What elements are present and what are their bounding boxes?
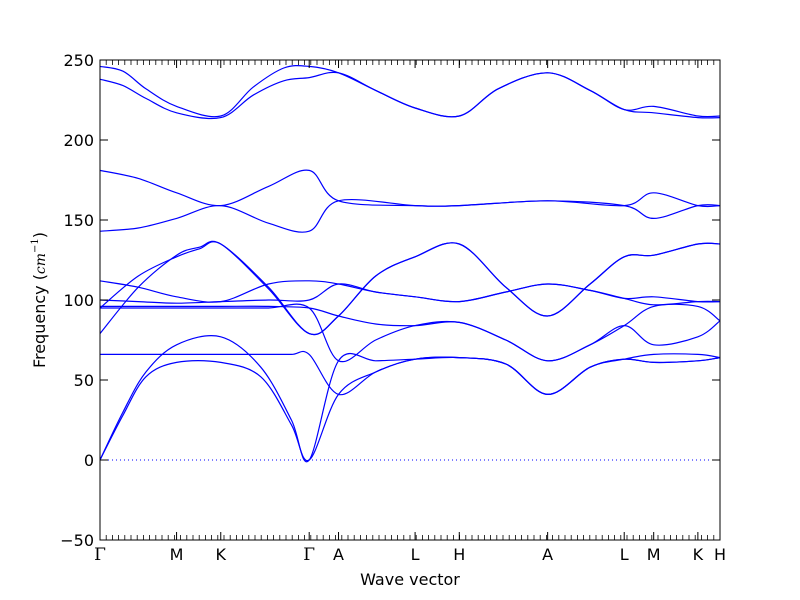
y-tick-label: 0 bbox=[84, 451, 94, 470]
band-8-line bbox=[99, 283, 721, 306]
band-9-line bbox=[99, 303, 721, 362]
x-tick-label: K bbox=[693, 545, 704, 564]
y-axis-label-suffix: ) bbox=[30, 232, 49, 238]
x-tick-label: K bbox=[216, 545, 227, 564]
y-axis-label: Frequency (cm−1) bbox=[30, 232, 49, 368]
y-tick-label: 150 bbox=[63, 211, 94, 230]
x-tick-label: H bbox=[714, 545, 726, 564]
x-tick-label: H bbox=[453, 545, 465, 564]
x-tick-label: A bbox=[542, 545, 553, 564]
x-tick-label: M bbox=[170, 545, 184, 564]
y-tick-label: 50 bbox=[74, 371, 94, 390]
band-4-line bbox=[99, 198, 721, 233]
x-tick-label: A bbox=[333, 545, 344, 564]
band-2-line bbox=[99, 71, 721, 120]
x-axis-label: Wave vector bbox=[360, 570, 460, 589]
y-axis-label-prefix: Frequency ( bbox=[30, 274, 49, 368]
y-tick-labels: 250 200 150 100 50 0 −50 bbox=[60, 51, 94, 550]
x-tick-label: L bbox=[620, 545, 629, 564]
y-tick-label: 200 bbox=[63, 131, 94, 150]
y-tick-label: 100 bbox=[63, 291, 94, 310]
band-10-line bbox=[99, 303, 721, 363]
y-axis-label-unit: cm bbox=[33, 253, 49, 274]
x-tick-label: L bbox=[411, 545, 420, 564]
plot-frame bbox=[99, 59, 721, 541]
band-11-line bbox=[100, 350, 721, 396]
x-tick-label: Γ bbox=[303, 545, 315, 565]
x-tick-label: Γ bbox=[94, 545, 106, 565]
band-6-line bbox=[99, 240, 721, 336]
x-tick-label: M bbox=[647, 545, 661, 564]
axis-ticks bbox=[99, 59, 721, 541]
y-tick-label: 250 bbox=[63, 51, 94, 70]
y-tick-label: −50 bbox=[60, 531, 94, 550]
band-13-line bbox=[99, 356, 721, 462]
band-3-line bbox=[99, 169, 721, 208]
band-lines bbox=[99, 64, 721, 463]
band-1-line bbox=[99, 64, 721, 118]
y-axis-label-exponent: −1 bbox=[30, 238, 41, 253]
